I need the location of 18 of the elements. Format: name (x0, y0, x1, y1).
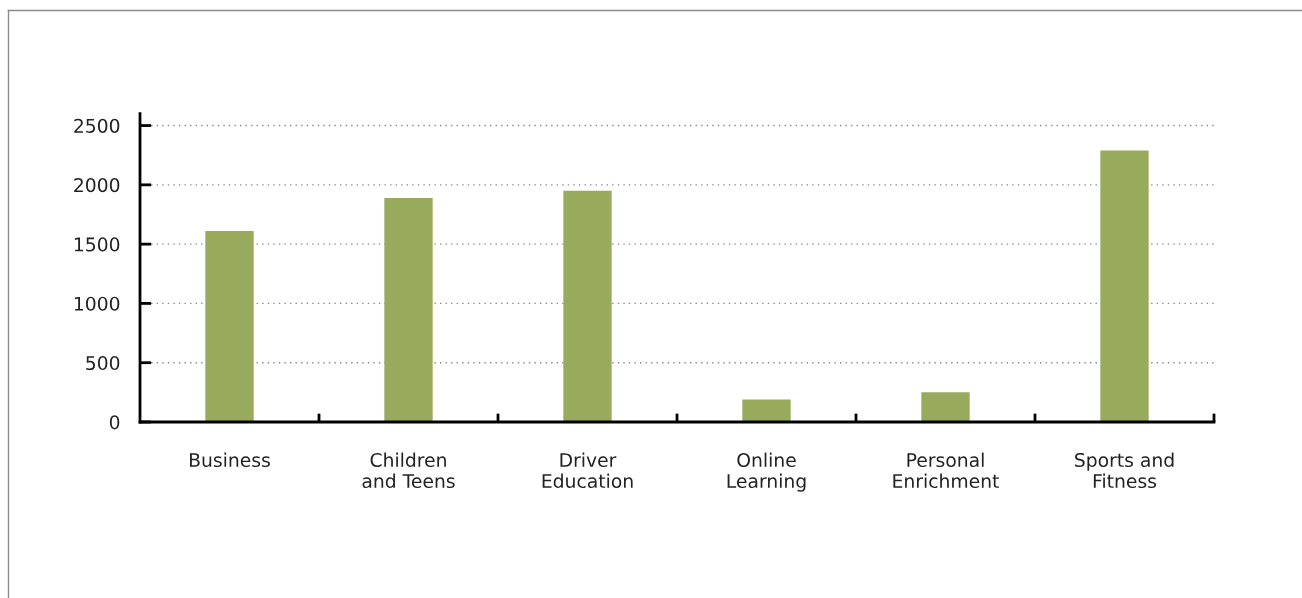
bar (384, 197, 433, 422)
bar (205, 231, 254, 422)
bar (921, 392, 970, 422)
x-tick-label: Business (190, 452, 270, 468)
y-tick-label: 500 (86, 355, 120, 371)
bar (742, 399, 791, 422)
y-tick-label: 0 (109, 415, 120, 430)
y-tick-label: 2500 (74, 118, 120, 133)
bar (1100, 150, 1149, 422)
y-tick-label: 1000 (74, 296, 120, 311)
y-tick-label: 1500 (74, 237, 120, 252)
x-tick-label: Personal Enrichment (893, 452, 999, 489)
bar (563, 190, 612, 422)
x-tick-label: Children and Teens (362, 452, 455, 489)
x-tick-label: Driver Education (542, 452, 633, 489)
y-tick-label: 2000 (74, 178, 120, 193)
x-tick-label: Sports and Fitness (1075, 452, 1174, 489)
x-tick-label: Online Learning (727, 452, 806, 492)
